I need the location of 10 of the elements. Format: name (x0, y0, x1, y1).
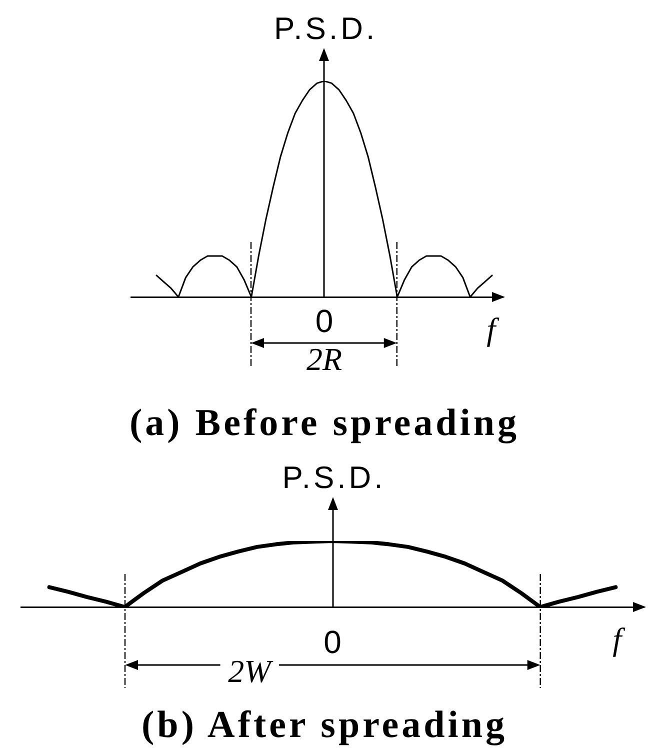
text: (a) Before spreading (128, 402, 520, 444)
y-axis-title: P.S.D. (282, 460, 386, 495)
text: 0 (315, 303, 334, 339)
x-axis-title: f (612, 621, 626, 657)
text: (b) After spreading (140, 704, 508, 746)
y-axis-title: P.S.D. (274, 11, 378, 46)
x-axis-title: f (486, 311, 500, 347)
text: 2R (306, 341, 343, 377)
text: 2W (228, 653, 274, 689)
text: 0 (324, 624, 342, 660)
